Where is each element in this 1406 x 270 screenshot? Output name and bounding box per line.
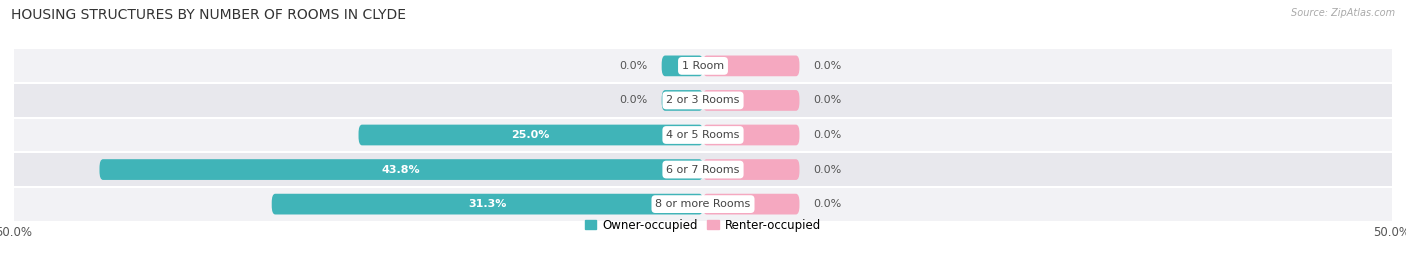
Text: Source: ZipAtlas.com: Source: ZipAtlas.com — [1291, 8, 1395, 18]
FancyBboxPatch shape — [271, 194, 703, 214]
Bar — [14, 118, 1392, 152]
Text: HOUSING STRUCTURES BY NUMBER OF ROOMS IN CLYDE: HOUSING STRUCTURES BY NUMBER OF ROOMS IN… — [11, 8, 406, 22]
Text: 1 Room: 1 Room — [682, 61, 724, 71]
FancyBboxPatch shape — [703, 56, 800, 76]
Text: 0.0%: 0.0% — [620, 95, 648, 106]
Text: 2 or 3 Rooms: 2 or 3 Rooms — [666, 95, 740, 106]
FancyBboxPatch shape — [662, 56, 703, 76]
Text: 25.0%: 25.0% — [512, 130, 550, 140]
FancyBboxPatch shape — [703, 194, 800, 214]
Text: 8 or more Rooms: 8 or more Rooms — [655, 199, 751, 209]
Text: 4 or 5 Rooms: 4 or 5 Rooms — [666, 130, 740, 140]
Text: 0.0%: 0.0% — [813, 164, 841, 175]
Text: 43.8%: 43.8% — [382, 164, 420, 175]
FancyBboxPatch shape — [703, 125, 800, 145]
Legend: Owner-occupied, Renter-occupied: Owner-occupied, Renter-occupied — [579, 214, 827, 236]
FancyBboxPatch shape — [662, 90, 703, 111]
Text: 0.0%: 0.0% — [620, 61, 648, 71]
Bar — [14, 187, 1392, 221]
Bar — [14, 83, 1392, 118]
Bar — [14, 152, 1392, 187]
Text: 0.0%: 0.0% — [813, 199, 841, 209]
Text: 0.0%: 0.0% — [813, 95, 841, 106]
Text: 0.0%: 0.0% — [813, 130, 841, 140]
FancyBboxPatch shape — [359, 125, 703, 145]
Text: 6 or 7 Rooms: 6 or 7 Rooms — [666, 164, 740, 175]
Text: 0.0%: 0.0% — [813, 61, 841, 71]
FancyBboxPatch shape — [100, 159, 703, 180]
Text: 31.3%: 31.3% — [468, 199, 506, 209]
FancyBboxPatch shape — [703, 90, 800, 111]
FancyBboxPatch shape — [703, 159, 800, 180]
Bar — [14, 49, 1392, 83]
